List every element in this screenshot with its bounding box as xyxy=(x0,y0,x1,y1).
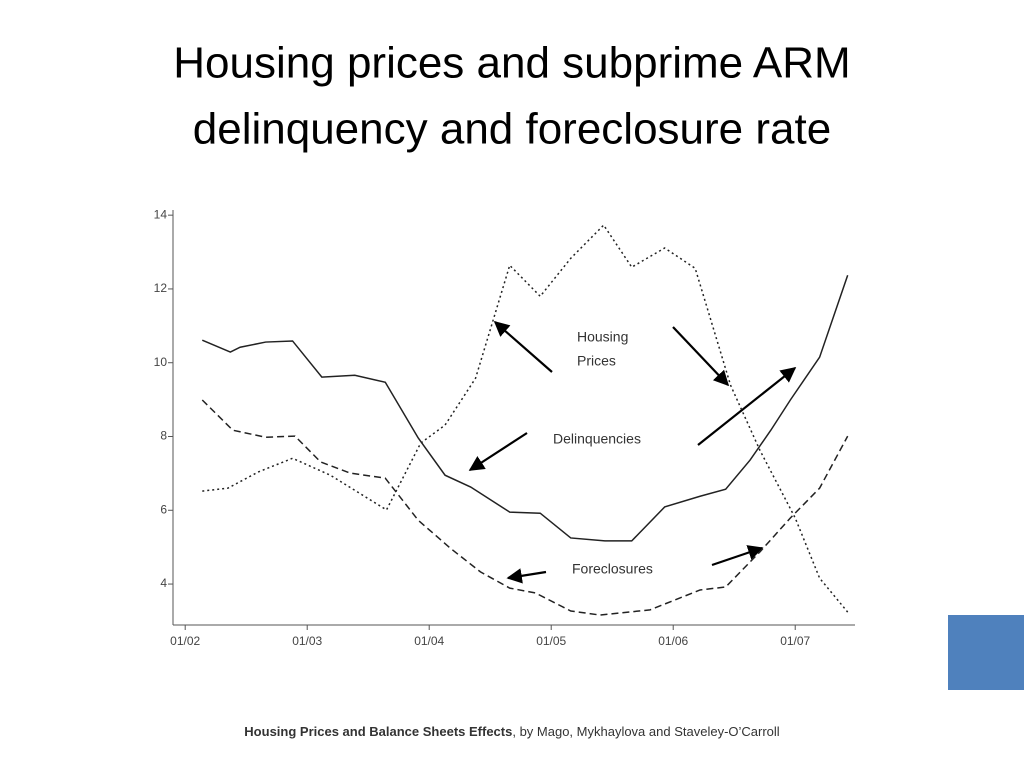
x-tick-label: 01/06 xyxy=(658,634,688,648)
x-tick-label: 01/02 xyxy=(170,634,200,648)
arrow xyxy=(672,326,730,387)
line-series xyxy=(201,399,849,616)
y-tick-label: 8 xyxy=(160,429,167,443)
y-tick-label: 6 xyxy=(160,502,167,516)
x-tick-label: 01/04 xyxy=(414,634,444,648)
footer-authors: , by Mago, Mykhaylova and Staveley-O’Car… xyxy=(512,724,779,739)
annotation: Foreclosures xyxy=(572,561,653,577)
x-tick-label: 01/07 xyxy=(780,634,810,648)
arrow xyxy=(493,320,553,373)
x-tick-label: 01/05 xyxy=(536,634,566,648)
title-line: delinquency and foreclosure rate xyxy=(193,105,831,154)
arrow xyxy=(506,568,547,584)
annotation: Housing xyxy=(577,329,628,345)
x-tick-label: 01/03 xyxy=(292,634,322,648)
line-series xyxy=(202,223,849,613)
y-tick-label: 14 xyxy=(154,207,168,221)
arrows xyxy=(468,320,797,584)
footer: Housing Prices and Balance Sheets Effect… xyxy=(244,724,779,739)
y-tick-label: 12 xyxy=(154,281,168,295)
y-tick-label: 4 xyxy=(160,576,167,590)
decor-block xyxy=(948,615,1024,690)
annotation: Delinquencies xyxy=(553,431,641,447)
arrow xyxy=(468,432,528,471)
arrow xyxy=(711,545,764,567)
arrow xyxy=(697,367,797,446)
footer-source: Housing Prices and Balance Sheets Effect… xyxy=(244,724,512,739)
annotation: Prices xyxy=(577,353,616,369)
title-line: Housing prices and subprime ARM xyxy=(173,39,850,88)
y-tick-label: 10 xyxy=(154,355,168,369)
line-series xyxy=(201,275,849,542)
